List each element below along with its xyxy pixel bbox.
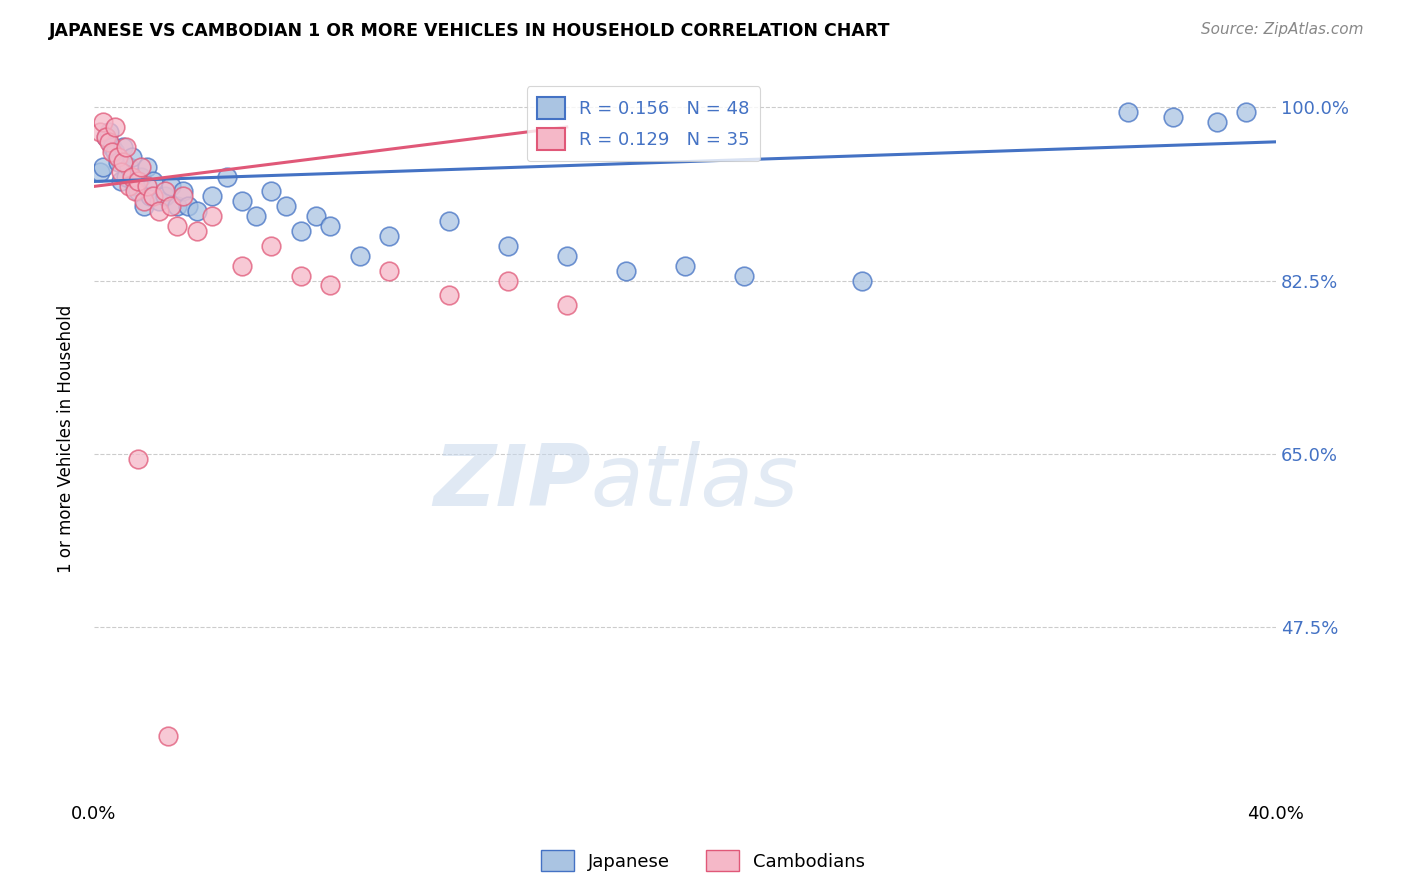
Point [104, 120, 127, 134]
Point [142, 189, 165, 203]
Point [134, 194, 156, 209]
Text: atlas: atlas [591, 441, 799, 524]
Point [201, 189, 224, 203]
Point [290, 268, 312, 283]
Point [112, 154, 135, 169]
Point [437, 214, 460, 228]
Point [118, 179, 141, 194]
Point [260, 185, 283, 199]
Point [231, 194, 253, 209]
Point [1205, 115, 1227, 129]
Point [215, 169, 238, 184]
Point [496, 239, 519, 253]
Point [733, 268, 755, 283]
Point [107, 150, 129, 164]
Point [201, 209, 224, 223]
Point [91, 115, 114, 129]
Text: Source: ZipAtlas.com: Source: ZipAtlas.com [1201, 22, 1364, 37]
Point [153, 185, 176, 199]
Point [177, 199, 200, 213]
Point [555, 249, 578, 263]
Point [304, 209, 326, 223]
Point [115, 169, 138, 184]
Point [112, 140, 135, 154]
Point [118, 160, 141, 174]
Point [124, 179, 146, 194]
Point [156, 729, 179, 743]
Point [231, 259, 253, 273]
Point [94, 129, 117, 144]
Point [186, 224, 208, 238]
Point [245, 209, 267, 223]
Point [319, 278, 342, 293]
Point [1234, 105, 1257, 120]
Point [555, 298, 578, 312]
Point [1161, 110, 1184, 124]
Text: ZIP: ZIP [433, 441, 591, 524]
Point [129, 169, 152, 184]
Point [97, 135, 120, 149]
Point [159, 199, 181, 213]
Point [127, 174, 149, 188]
Text: JAPANESE VS CAMBODIAN 1 OR MORE VEHICLES IN HOUSEHOLD CORRELATION CHART: JAPANESE VS CAMBODIAN 1 OR MORE VEHICLES… [49, 22, 891, 40]
Point [349, 249, 371, 263]
Point [127, 451, 149, 466]
Point [110, 174, 132, 188]
Point [166, 199, 188, 213]
Point [110, 164, 132, 178]
Point [121, 169, 143, 184]
Point [496, 273, 519, 287]
Point [319, 219, 342, 233]
Point [673, 259, 696, 273]
Point [89, 164, 111, 178]
Point [260, 239, 283, 253]
Point [378, 263, 401, 277]
Point [153, 189, 176, 203]
Point [1116, 105, 1139, 120]
Point [127, 185, 149, 199]
Point [378, 229, 401, 244]
Point [89, 125, 111, 139]
Y-axis label: 1 or more Vehicles in Household: 1 or more Vehicles in Household [58, 305, 75, 574]
Point [148, 204, 170, 219]
Point [134, 199, 156, 213]
Point [437, 288, 460, 302]
Legend: R = 0.156   N = 48, R = 0.129   N = 35: R = 0.156 N = 48, R = 0.129 N = 35 [527, 87, 761, 161]
Point [166, 219, 188, 233]
Point [172, 189, 194, 203]
Point [124, 185, 146, 199]
Point [274, 199, 297, 213]
Point [148, 194, 170, 209]
Point [136, 179, 159, 194]
Point [139, 189, 162, 203]
Point [851, 273, 873, 287]
Point [172, 185, 194, 199]
Point [97, 125, 120, 139]
Point [100, 140, 122, 154]
Point [104, 145, 127, 159]
Point [129, 160, 152, 174]
Point [115, 140, 138, 154]
Point [290, 224, 312, 238]
Point [107, 154, 129, 169]
Point [121, 150, 143, 164]
Point [142, 174, 165, 188]
Point [186, 204, 208, 219]
Point [136, 160, 159, 174]
Legend: Japanese, Cambodians: Japanese, Cambodians [534, 843, 872, 879]
Point [159, 179, 181, 194]
Point [94, 129, 117, 144]
Point [614, 263, 637, 277]
Point [91, 160, 114, 174]
Point [100, 145, 122, 159]
